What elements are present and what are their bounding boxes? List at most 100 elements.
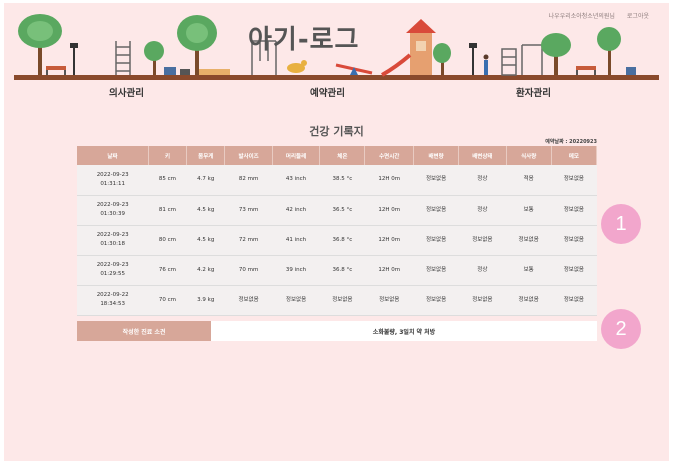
person-icon [483,54,489,75]
slide-tower-icon [381,19,436,77]
table-cell: 4.5 kg [186,195,225,226]
table-cell: 보통 [506,255,552,286]
opinion-value: 소화불량, 3일치 약 처방 [211,321,597,341]
nav-item-reservation[interactable]: 예약관리 [310,88,345,99]
column-header: 몸무게 [186,146,226,165]
table-cell: 정보없음 [413,285,459,316]
table-cell: 12H 0m [364,255,414,286]
table-cell: 82 mm [224,165,273,196]
nav-item-doctor[interactable]: 의사관리 [109,88,144,99]
table-cell: 2022-09-23 01:31:11 [77,165,149,196]
table-row[interactable]: 2022-09-23 01:31:11 85 cm 4.7 kg 82 mm 43 in… [77,165,597,196]
table-cell: 정보없음 [413,225,459,256]
playground-banner [14,14,659,80]
table-row[interactable]: 2022-09-23 01:30:39 81 cm 4.5 kg 73 mm 42 in… [77,195,597,226]
reservation-date: 예약날짜 : 20220923 [545,139,597,145]
doctor-opinion: 작성한 진료 소견 소화불량, 3일치 약 처방 [77,321,597,341]
table-cell: 73 mm [224,195,273,226]
ground-strip [14,75,659,80]
table-row[interactable]: 2022-09-23 01:29:55 76 cm 4.2 kg 70 mm 39 in… [77,255,597,286]
lamp-post-icon [469,43,477,75]
table-cell: 36.8 °c [319,225,365,256]
bin-icon [164,67,176,75]
table-cell: 3.9 kg [186,285,225,316]
table-cell: 80 cm [148,225,187,256]
table-cell: 정보없음 [272,285,320,316]
table-cell: 정보없음 [458,285,507,316]
health-record-table: 날짜 키 몸무게 발사이즈 머리둘레 체온 수면시간 배변량 배변상태 식사량 메모 2022-09… [77,146,598,316]
table-row[interactable]: 2022-09-22 18:34:53 70 cm 3.9 kg 정보없음 정보없음 정보… [77,285,597,316]
column-header: 키 [148,146,188,165]
column-header: 날짜 [77,146,149,165]
table-cell: 정보없음 [551,195,597,226]
table-cell: 정보없음 [413,195,459,226]
seesaw-icon [335,63,373,75]
table-cell: 41 inch [272,225,320,256]
table-cell: 12H 0m [364,225,414,256]
tree-icon [18,14,62,75]
sandbox-icon [196,69,230,75]
lamp-post-icon [70,43,78,75]
nav-item-patient[interactable]: 환자관리 [516,88,551,99]
tree-icon [597,27,621,75]
logout-link[interactable]: 로그아웃 [626,13,649,20]
table-cell: 정보없음 [364,285,414,316]
table-cell: 정상 [458,255,507,286]
table-cell: 정보없음 [551,225,597,256]
annotation-badge-2: 2 [601,309,641,349]
climbing-frame-icon [115,41,131,75]
table-cell: 12H 0m [364,195,414,226]
table-cell: 정상 [458,165,507,196]
table-cell: 정보없음 [319,285,365,316]
table-cell: 36.8 °c [319,255,365,286]
swing-icon [521,44,543,75]
table-cell: 정상 [458,195,507,226]
table-cell: 정보없음 [458,225,507,256]
table-cell: 70 mm [224,255,273,286]
table-cell: 2022-09-23 01:30:39 [77,195,149,226]
column-header: 발사이즈 [224,146,273,165]
table-cell: 4.7 kg [186,165,225,196]
table-cell: 81 cm [148,195,187,226]
column-header: 수면시간 [364,146,414,165]
bench-icon [180,69,190,75]
table-cell: 정보없음 [551,165,597,196]
main-nav: 의사관리 예약관리 환자관리 [4,85,669,101]
monkey-bars-icon [501,48,517,76]
table-cell: 76 cm [148,255,187,286]
table-cell: 4.5 kg [186,225,225,256]
table-cell: 보통 [506,195,552,226]
table-cell: 4.2 kg [186,255,225,286]
app-title[interactable]: 아기-로그 [248,25,360,55]
rocking-horse-icon [287,60,307,73]
bin-icon [626,67,636,75]
table-cell: 39 inch [272,255,320,286]
table-cell: 정보없음 [551,255,597,286]
table-cell: 36.5 °c [319,195,365,226]
table-body: 2022-09-23 01:31:11 85 cm 4.7 kg 82 mm 43 in… [77,165,597,316]
table-cell: 정보없음 [413,165,459,196]
table-cell: 정보없음 [413,255,459,286]
table-cell: 2022-09-22 18:34:53 [77,285,149,316]
table-cell: 정보없음 [551,285,597,316]
table-cell: 적음 [506,165,552,196]
user-link[interactable]: 나우우리소아청소년의원님 [548,13,615,20]
table-cell: 정보없음 [506,285,552,316]
table-cell: 38.5 °c [319,165,365,196]
table-cell: 43 inch [272,165,320,196]
tree-icon [433,43,451,75]
column-header: 배변상태 [458,146,507,165]
swing-icon [251,40,277,75]
table-cell: 2022-09-23 01:30:18 [77,225,149,256]
annotation-badge-1: 1 [601,204,641,244]
table-row[interactable]: 2022-09-23 01:30:18 80 cm 4.5 kg 72 mm 41 in… [77,225,597,256]
bench-icon [46,66,66,75]
table-cell: 70 cm [148,285,187,316]
column-header: 체온 [319,146,366,165]
table-cell: 2022-09-23 01:29:55 [77,255,149,286]
table-cell: 85 cm [148,165,187,196]
column-header: 머리둘레 [272,146,321,165]
page: 나우우리소아청소년의원님 로그아웃 [4,3,669,461]
tree-icon [144,41,164,75]
top-links: 나우우리소아청소년의원님 로그아웃 [549,11,649,20]
